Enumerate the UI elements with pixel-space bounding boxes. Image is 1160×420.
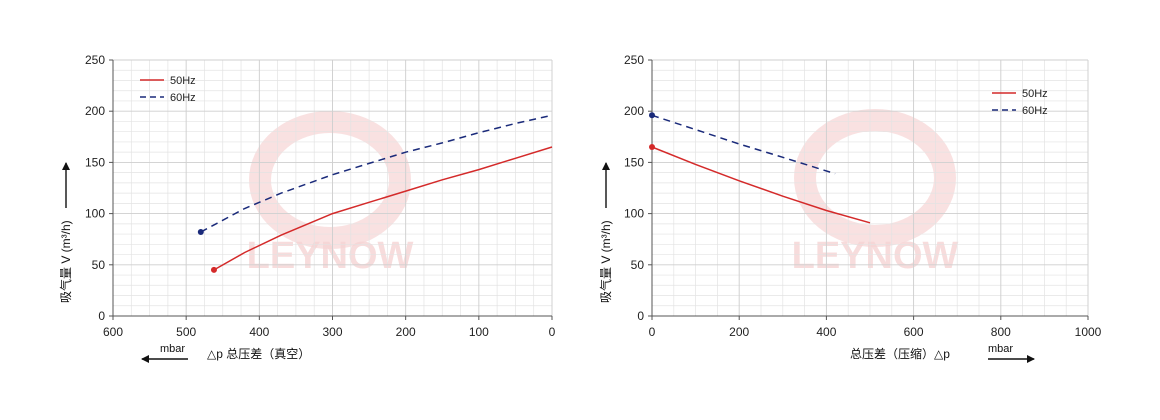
series-endpoint-60hz — [649, 112, 655, 119]
y-tick-label: 250 — [624, 53, 644, 67]
y-tick-label: 200 — [85, 104, 105, 118]
series-line-50hz — [213, 146, 553, 271]
legend-label-50hz: 50Hz — [170, 75, 196, 87]
series-line-60hz — [651, 114, 836, 175]
plot-grid — [651, 59, 1089, 317]
plot-grid — [112, 59, 553, 317]
watermark-text: LEYNOW — [792, 235, 959, 277]
y-axis-label: 吸气量 V (m³/h) — [598, 220, 613, 303]
x-unit-group: mbar — [141, 343, 188, 363]
x-axis-label: 总压差（压缩）△p — [850, 346, 950, 361]
y-tick-label: 50 — [92, 258, 106, 272]
x-tick-label: 0 — [549, 325, 556, 339]
x-tick-label: 200 — [396, 325, 416, 339]
x-tick-label: 800 — [991, 325, 1011, 339]
y-tick-label: 200 — [624, 104, 644, 118]
y-tick-label: 250 — [85, 53, 105, 67]
legend: 50Hz 60Hz — [992, 88, 1048, 117]
legend: 50Hz 60Hz — [140, 75, 196, 104]
series-endpoint-50hz — [649, 144, 655, 151]
x-unit-group: mbar — [988, 343, 1035, 363]
legend-label-50hz: 50Hz — [1022, 88, 1048, 100]
series-group — [649, 112, 871, 224]
y-tick-labels: 0 50 100 150 200 250 — [624, 53, 652, 323]
watermark-logo: LEYNOW — [792, 109, 959, 277]
watermark-text: LEYNOW — [247, 235, 414, 277]
y-axis-label-group: 吸气量 V (m³/h) — [58, 162, 73, 303]
plot-area — [651, 60, 1088, 317]
legend-label-60hz: 60Hz — [1022, 105, 1048, 117]
chart-compression: LEYNOW 0 50 100 150 200 250 0 200 400 600 800 1000… — [598, 53, 1102, 363]
x-tick-label: 0 — [649, 325, 656, 339]
x-tick-label: 1000 — [1075, 325, 1102, 339]
x-axis-unit: mbar — [160, 343, 185, 355]
y-tick-label: 150 — [85, 155, 105, 169]
x-tick-label: 500 — [176, 325, 196, 339]
series-line-50hz — [651, 146, 871, 224]
y-tick-label: 50 — [631, 258, 645, 272]
y-tick-label: 0 — [98, 309, 105, 323]
watermark-logo: LEYNOW — [247, 111, 414, 277]
y-axis-label-group: 吸气量 V (m³/h) — [598, 162, 613, 303]
y-tick-label: 0 — [637, 309, 644, 323]
x-tick-label: 600 — [103, 325, 123, 339]
x-tick-label: 200 — [729, 325, 749, 339]
x-axis-unit: mbar — [988, 343, 1013, 355]
x-tick-label: 100 — [469, 325, 489, 339]
chart-vacuum: LEYNOW 0 50 100 150 200 250 600 500 400 300 200 10… — [58, 53, 556, 363]
series-endpoint-50hz — [210, 266, 217, 273]
y-tick-labels: 0 50 100 150 200 250 — [85, 53, 113, 323]
x-tick-label: 600 — [904, 325, 924, 339]
x-tick-label: 400 — [816, 325, 836, 339]
x-tick-label: 400 — [249, 325, 269, 339]
series-endpoint-60hz — [197, 229, 204, 236]
series-line-60hz — [200, 114, 553, 233]
y-tick-label: 100 — [85, 207, 105, 221]
x-axis-label: △p 总压差（真空） — [207, 347, 310, 361]
x-tick-labels: 600 500 400 300 200 100 0 — [103, 316, 556, 339]
x-tick-label: 300 — [322, 325, 342, 339]
series-group — [197, 114, 553, 273]
x-tick-labels: 0 200 400 600 800 1000 — [649, 316, 1102, 339]
y-tick-label: 100 — [624, 207, 644, 221]
legend-label-60hz: 60Hz — [170, 92, 196, 104]
y-tick-label: 150 — [624, 155, 644, 169]
y-axis-label: 吸气量 V (m³/h) — [58, 220, 73, 303]
